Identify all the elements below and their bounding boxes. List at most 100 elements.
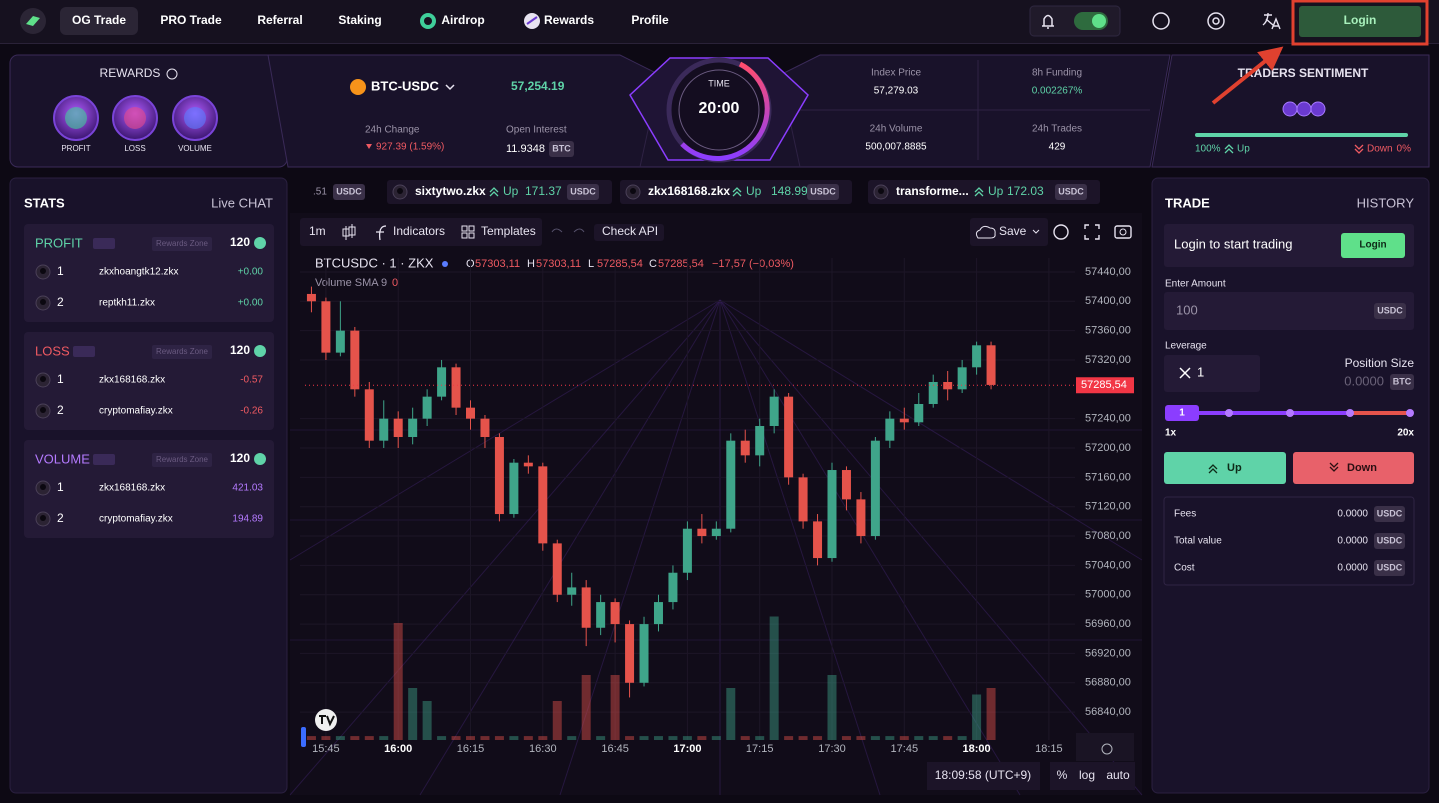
nav-item[interactable]: Referral — [257, 13, 302, 27]
row-rank: 2 — [57, 511, 64, 525]
stat-label: 24h Volume — [870, 124, 923, 135]
candle-body — [740, 440, 750, 456]
candle-body — [639, 624, 649, 683]
sentiment-down: Down — [1367, 144, 1393, 155]
section-tag-bg — [152, 237, 212, 251]
candle-body — [306, 293, 316, 302]
volume-bar — [914, 736, 924, 740]
ticker-dir: Up — [988, 184, 1004, 198]
toolbar-api[interactable]: Check API — [602, 224, 658, 238]
nav-item[interactable]: Airdrop — [441, 13, 484, 27]
volume-bar — [494, 736, 504, 740]
down-button[interactable] — [1293, 452, 1414, 484]
scale-button[interactable]: auto — [1106, 768, 1130, 782]
candle-body — [364, 389, 374, 441]
fee-unit-bg — [1374, 533, 1405, 549]
row-value: 421.03 — [232, 483, 263, 494]
login-button[interactable] — [1299, 6, 1421, 37]
volume-bar — [740, 736, 750, 740]
y-tick-label: 57080,00 — [1085, 530, 1131, 542]
templates-icon — [468, 225, 475, 232]
scale-button[interactable]: % — [1057, 768, 1068, 782]
camera-lens — [1119, 228, 1127, 236]
templates-icon — [461, 232, 468, 239]
api-button[interactable] — [594, 224, 664, 241]
nav-active[interactable] — [60, 7, 138, 35]
ticker-unit: USDC — [1058, 186, 1084, 196]
oi-value: 11.9348 — [506, 143, 545, 155]
position-unit-bg — [1390, 374, 1414, 390]
candle-body — [422, 396, 432, 419]
candle-body — [408, 418, 418, 438]
section-icon — [93, 454, 115, 465]
up-button[interactable] — [1164, 452, 1286, 484]
amount-input[interactable] — [1164, 292, 1414, 330]
volume-bar — [350, 736, 360, 740]
candle-body — [726, 440, 736, 529]
nav-item[interactable]: Staking — [338, 13, 381, 27]
slider-value: 1 — [1179, 408, 1185, 419]
volume-bar — [827, 675, 837, 740]
ticker-amount: 171.37 — [525, 184, 562, 198]
sentiment-up-pct: 100% — [1195, 144, 1221, 155]
y-tick-label: 57400,00 — [1085, 295, 1131, 307]
legend-key: H — [527, 258, 535, 270]
nav-item[interactable]: OG Trade — [72, 13, 126, 27]
toolbar-save[interactable]: Save — [999, 224, 1027, 238]
candle-body — [928, 381, 938, 404]
down-label[interactable]: Down — [1347, 462, 1377, 474]
stat-value: 57,279.03 — [874, 86, 919, 97]
toolbar-indicators[interactable]: Indicators — [393, 224, 445, 238]
candle-body — [437, 367, 447, 397]
candle-body — [350, 330, 360, 390]
fullscreen-icon — [1084, 224, 1100, 240]
x-tick-label: 16:45 — [601, 743, 629, 755]
nav-item[interactable]: PRO Trade — [160, 13, 222, 27]
login-label[interactable]: Login — [1344, 13, 1377, 27]
volume-bar — [480, 736, 490, 740]
range-handle — [301, 727, 306, 747]
leverage-input[interactable] — [1164, 355, 1260, 392]
slider-thumb[interactable] — [1165, 405, 1199, 421]
y-tick-label: 56880,00 — [1085, 677, 1131, 689]
volume-bar — [321, 736, 331, 740]
toolbar-interval[interactable]: 1m — [309, 224, 326, 238]
save-button[interactable] — [970, 218, 1048, 246]
status-dot — [442, 261, 448, 267]
trade-login-button[interactable] — [1341, 233, 1405, 258]
legend-value: 57285,54 — [597, 258, 643, 270]
trade-login-label[interactable]: Login — [1359, 240, 1386, 251]
nav-item[interactable]: Rewards — [544, 13, 594, 27]
candle-tool-icon — [342, 224, 356, 240]
volume-bar — [755, 736, 765, 740]
badge-label: VOLUME — [178, 144, 212, 153]
row-name: reptkh11.zkx — [99, 298, 155, 309]
fee-value: 0.0000 — [1337, 563, 1368, 574]
row-value: 194.89 — [232, 514, 263, 525]
candle-body — [653, 602, 663, 625]
scale-button[interactable]: log — [1079, 768, 1095, 782]
volume-bar — [899, 736, 909, 740]
volume-bar — [610, 675, 620, 740]
section-icon — [93, 238, 115, 249]
nav-bar — [0, 0, 1439, 43]
badge-core — [184, 107, 206, 129]
candle-body — [914, 403, 924, 423]
market-price: 57,254.19 — [511, 79, 565, 93]
up-icon — [489, 187, 499, 197]
rewards-title: REWARDS — [100, 66, 161, 80]
trade-tab[interactable]: HISTORY — [1357, 195, 1415, 210]
position-unit: BTC — [1393, 376, 1412, 386]
nav-item[interactable]: Profile — [631, 13, 669, 27]
toolbar-templates[interactable]: Templates — [481, 224, 536, 238]
avatar-face — [40, 268, 46, 274]
stats-tab[interactable]: Live CHAT — [211, 195, 273, 210]
candle-body — [711, 528, 721, 537]
volume-bar — [697, 736, 707, 740]
scale-box — [1050, 762, 1135, 790]
up-label[interactable]: Up — [1227, 462, 1242, 474]
candle-body — [957, 367, 967, 390]
toolbar — [300, 218, 542, 246]
fee-unit: USDC — [1377, 535, 1403, 545]
candle-body — [379, 418, 389, 441]
